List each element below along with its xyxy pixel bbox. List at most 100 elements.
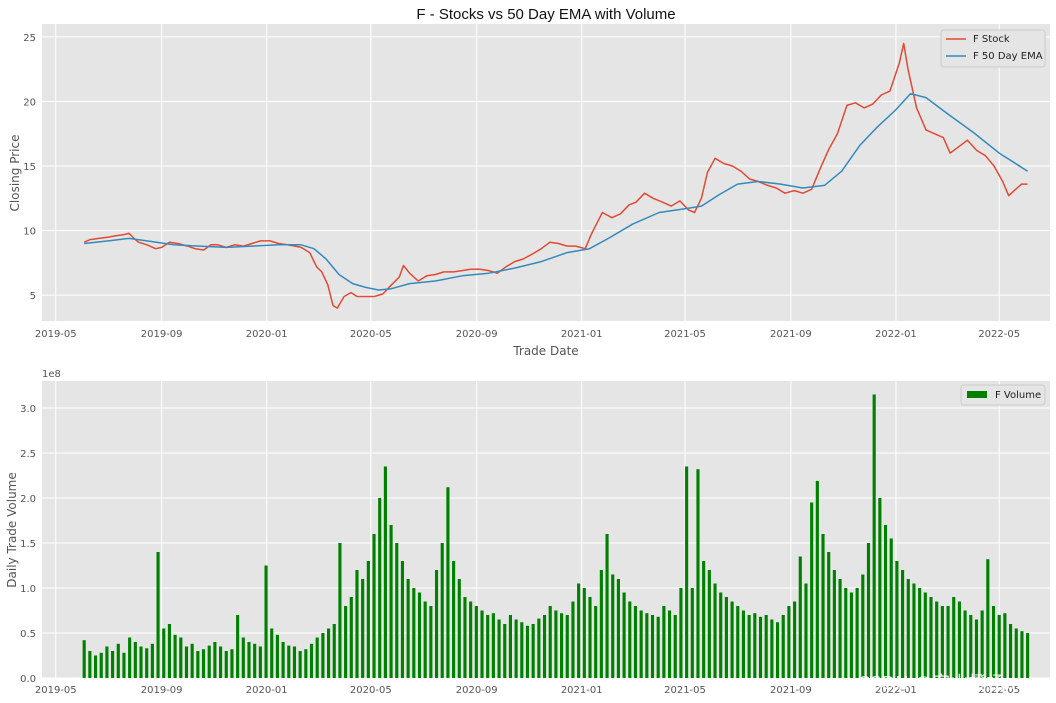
volume-bar	[366, 561, 370, 678]
volume-bar	[872, 394, 876, 678]
volume-bar	[452, 561, 456, 678]
price-x-tick-label: 2022-01	[875, 329, 917, 340]
volume-bar	[332, 624, 336, 678]
volume-y-axis-label: Daily Trade Volume	[5, 472, 19, 587]
volume-bar	[577, 583, 581, 678]
volume-bar	[264, 565, 268, 678]
volume-bar	[429, 606, 433, 678]
volume-bar	[378, 498, 382, 678]
volume-bar	[525, 625, 530, 678]
price-y-tick-label: 5	[30, 291, 36, 302]
volume-bar	[741, 610, 746, 678]
volume-bar	[349, 597, 353, 678]
volume-y-tick-label: 1.0	[20, 584, 36, 595]
price-y-tick-label: 15	[23, 162, 36, 173]
volume-bar	[156, 552, 160, 678]
volume-bar	[491, 613, 495, 678]
volume-bar	[912, 583, 916, 678]
volume-bar	[878, 498, 882, 678]
legend-label-f-volume: F Volume	[995, 390, 1041, 401]
volume-bar	[258, 646, 262, 678]
volume-y-tick-labels: 0.0 0.5 1.0 1.5 2.0 2.5 3.0	[20, 404, 36, 685]
volume-bar	[957, 601, 961, 678]
volume-y-tick-label: 2.5	[20, 449, 36, 460]
volume-y-tick-label: 0.0	[20, 674, 36, 685]
volume-bar	[929, 597, 933, 678]
price-x-tick-label: 2020-05	[350, 329, 392, 340]
volume-bar	[730, 601, 734, 678]
volume-bar	[173, 634, 177, 678]
volume-bar	[906, 579, 910, 678]
volume-bar	[866, 543, 871, 678]
volume-bar	[219, 646, 223, 678]
price-y-axis-label: Closing Price	[8, 135, 22, 212]
volume-bar	[321, 633, 325, 678]
volume-bar	[838, 579, 842, 678]
volume-bar	[201, 649, 206, 678]
volume-bar	[940, 606, 944, 678]
volume-bar	[963, 610, 967, 678]
volume-bar	[719, 592, 723, 678]
volume-bar	[810, 502, 814, 678]
volume-bar	[105, 646, 109, 678]
volume-bar	[560, 613, 564, 678]
volume-y-tick-label: 2.0	[20, 494, 36, 505]
volume-y-tick-label: 3.0	[20, 404, 36, 415]
volume-bar	[775, 622, 780, 678]
volume-bar	[815, 480, 819, 678]
volume-bar	[770, 619, 774, 678]
volume-bar	[889, 538, 893, 678]
price-y-tick-label: 20	[23, 97, 36, 108]
volume-bar	[639, 610, 643, 678]
volume-bar	[412, 588, 416, 678]
volume-x-tick-label: 2021-09	[770, 685, 812, 696]
volume-bar	[605, 534, 609, 678]
volume-bar	[1003, 613, 1007, 678]
volume-bar	[935, 601, 939, 678]
volume-bar	[417, 592, 422, 678]
volume-bar	[594, 606, 598, 678]
f-stock-line	[83, 42, 1028, 309]
volume-x-tick-label: 2019-09	[141, 685, 183, 696]
volume-bar	[537, 618, 541, 678]
price-y-tick-labels: 5 10 15 20 25	[23, 33, 36, 302]
volume-chart: 2019-05 2019-09 2020-01 2020-05 2020-09 2021-…	[5, 369, 1050, 696]
volume-bar	[338, 543, 342, 678]
volume-bar	[542, 615, 547, 678]
volume-bar	[406, 579, 410, 678]
volume-bar	[758, 616, 763, 678]
volume-bar	[599, 570, 603, 678]
volume-bar	[821, 534, 825, 678]
price-x-tick-label: 2021-01	[561, 329, 603, 340]
volume-bar	[611, 574, 615, 678]
price-series-group	[83, 42, 1029, 309]
volume-bar	[622, 592, 626, 678]
price-x-tick-label: 2020-09	[456, 329, 498, 340]
volume-bar	[145, 648, 149, 678]
volume-bar	[207, 645, 211, 678]
volume-bar	[474, 606, 478, 678]
volume-bar	[514, 619, 518, 678]
volume-bar	[997, 615, 1001, 678]
price-chart-title: F - Stocks vs 50 Day EMA with Volume	[416, 6, 675, 23]
volume-bar	[645, 613, 649, 678]
volume-bar	[804, 583, 808, 678]
price-legend-box	[940, 29, 1046, 68]
volume-bar	[236, 615, 240, 678]
volume-bar	[253, 643, 257, 678]
volume-bar	[702, 561, 706, 678]
price-x-tick-label: 2019-05	[35, 329, 77, 340]
volume-bar	[855, 588, 859, 678]
legend-swatch-f-volume	[967, 391, 987, 398]
volume-bar	[111, 651, 115, 678]
volume-bar	[673, 615, 677, 678]
volume-x-tick-label: 2021-05	[664, 685, 706, 696]
volume-bar	[503, 624, 507, 678]
volume-x-tick-label: 2022-05	[978, 685, 1020, 696]
volume-bar	[344, 606, 348, 678]
volume-legend: F Volume	[960, 384, 1046, 406]
volume-bar	[901, 570, 905, 678]
volume-bar	[793, 601, 797, 678]
price-x-tick-label: 2020-01	[246, 329, 288, 340]
volume-bar	[327, 628, 331, 678]
